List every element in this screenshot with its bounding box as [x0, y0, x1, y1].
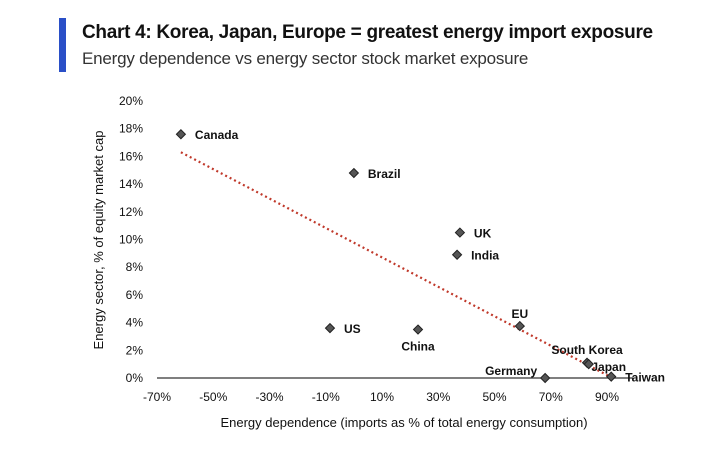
data-point: [324, 322, 336, 334]
x-axis-label: Energy dependence (imports as % of total…: [220, 415, 587, 430]
data-point: [606, 371, 617, 382]
point-label: US: [344, 322, 361, 336]
chart-subtitle: Energy dependence vs energy sector stock…: [82, 49, 529, 68]
point-label: Japan: [591, 360, 626, 374]
accent-bar: [59, 18, 66, 72]
data-point: [583, 358, 594, 370]
x-tick-label: 90%: [595, 390, 619, 404]
point-label: Taiwan: [625, 371, 665, 385]
point-label: EU: [511, 307, 528, 321]
x-tick-label: -70%: [143, 390, 171, 404]
point-label: South Korea: [551, 343, 623, 357]
x-tick-label: 10%: [370, 390, 394, 404]
data-point: [348, 167, 360, 179]
y-tick-label: 20%: [119, 94, 143, 108]
trendline: [180, 151, 614, 379]
y-tick-label: 12%: [119, 205, 143, 219]
x-tick-label: -10%: [312, 390, 340, 404]
point-label: Canada: [195, 128, 239, 142]
x-tick-label: 70%: [539, 390, 563, 404]
y-tick-label: 4%: [126, 316, 144, 330]
point-label: Germany: [485, 364, 537, 378]
data-point: [451, 249, 463, 260]
x-tick-label: 50%: [482, 390, 506, 404]
y-tick-label: 10%: [119, 233, 143, 247]
x-tick-label: 30%: [426, 390, 450, 404]
x-tick-label: -30%: [255, 390, 283, 404]
y-tick-label: 18%: [119, 122, 143, 136]
data-point: [514, 320, 526, 332]
point-label: Brazil: [368, 167, 401, 181]
y-tick-label: 6%: [126, 288, 144, 302]
chart-title: Chart 4: Korea, Japan, Europe = greatest…: [82, 22, 653, 43]
y-tick-label: 14%: [119, 177, 143, 191]
y-tick-label: 8%: [126, 260, 144, 274]
point-label: India: [471, 249, 499, 263]
data-point: [539, 372, 551, 384]
x-tick-label: -50%: [199, 390, 227, 404]
data-point: [175, 129, 187, 140]
data-point: [412, 324, 424, 335]
y-tick-label: 16%: [119, 149, 143, 163]
data-point: [454, 227, 466, 238]
point-label: UK: [474, 227, 492, 241]
y-axis-label: Energy sector, % of equity market cap: [91, 131, 106, 350]
point-label: China: [401, 340, 435, 354]
y-tick-label: 0%: [126, 371, 144, 385]
y-tick-label: 2%: [126, 343, 144, 357]
